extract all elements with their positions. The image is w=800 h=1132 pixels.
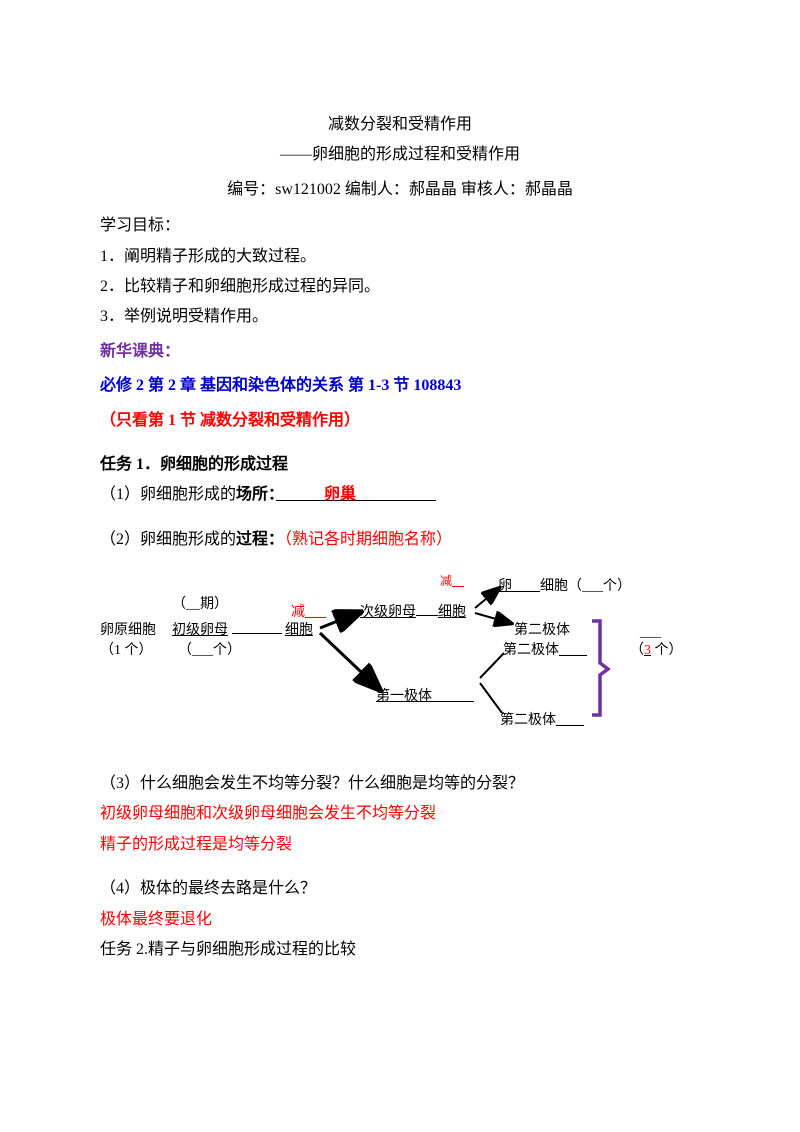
meta-line: 编号：sw121002 编制人：郝晶晶 审核人：郝晶晶: [100, 175, 700, 205]
title-line-1: 减数分裂和受精作用: [100, 110, 700, 140]
objectives: 学习目标： 1．阐明精子形成的大致过程。 2．比较精子和卵细胞形成过程的异同。 …: [100, 211, 700, 333]
q1-bold: 场所：: [236, 486, 276, 503]
task-2-heading: 任务 2.精子与卵细胞形成过程的比较: [100, 935, 700, 965]
q1-blank-left: [276, 486, 324, 503]
oogenesis-diagram: （__期） 卵原细胞 （1 个） 初级卵母 细胞 （___个） 减___ 次级卵…: [100, 563, 700, 763]
q1-prefix: （1）卵细胞形成的: [100, 486, 236, 503]
q4-question: （4）极体的最终去路是什么？: [100, 874, 700, 904]
xinhua-heading: 新华课典：: [100, 337, 700, 367]
q4-answer: 极体最终要退化: [100, 905, 700, 935]
diagram-bracket: [590, 619, 618, 719]
objective-1: 1．阐明精子形成的大致过程。: [100, 242, 700, 272]
bixiu-line: 必修 2 第 2 章 基因和染色体的关系 第 1-3 节 108843: [100, 371, 700, 401]
q1-blank-right: [356, 486, 436, 503]
task-1-heading: 任务 1．卵细胞的形成过程: [100, 450, 700, 480]
q2-prefix: （2）卵细胞形成的: [100, 531, 236, 548]
q1-answer: 卵巢: [324, 486, 356, 503]
q2-bold: 过程：: [236, 531, 284, 548]
q1-line: （1）卵细胞形成的场所： 卵巢: [100, 480, 700, 510]
q2-line: （2）卵细胞形成的过程：（熟记各时期细胞名称）: [100, 525, 700, 555]
objectives-heading: 学习目标：: [100, 211, 700, 241]
q3-question: （3）什么细胞会发生不均等分裂？什么细胞是均等的分裂？: [100, 769, 700, 799]
q3-answer-1: 初级卵母细胞和次级卵母细胞会发生不均等分裂: [100, 799, 700, 829]
q3-answer-2: 精子的形成过程是均等分裂: [100, 830, 700, 860]
objective-3: 3．举例说明受精作用。: [100, 302, 700, 332]
objective-2: 2．比较精子和卵细胞形成过程的异同。: [100, 272, 700, 302]
q2-note: （熟记各时期细胞名称）: [284, 531, 452, 548]
title-line-2: ——卵细胞的形成过程和受精作用: [100, 140, 700, 170]
zhikan-line: （只看第 1 节 减数分裂和受精作用）: [100, 406, 700, 436]
